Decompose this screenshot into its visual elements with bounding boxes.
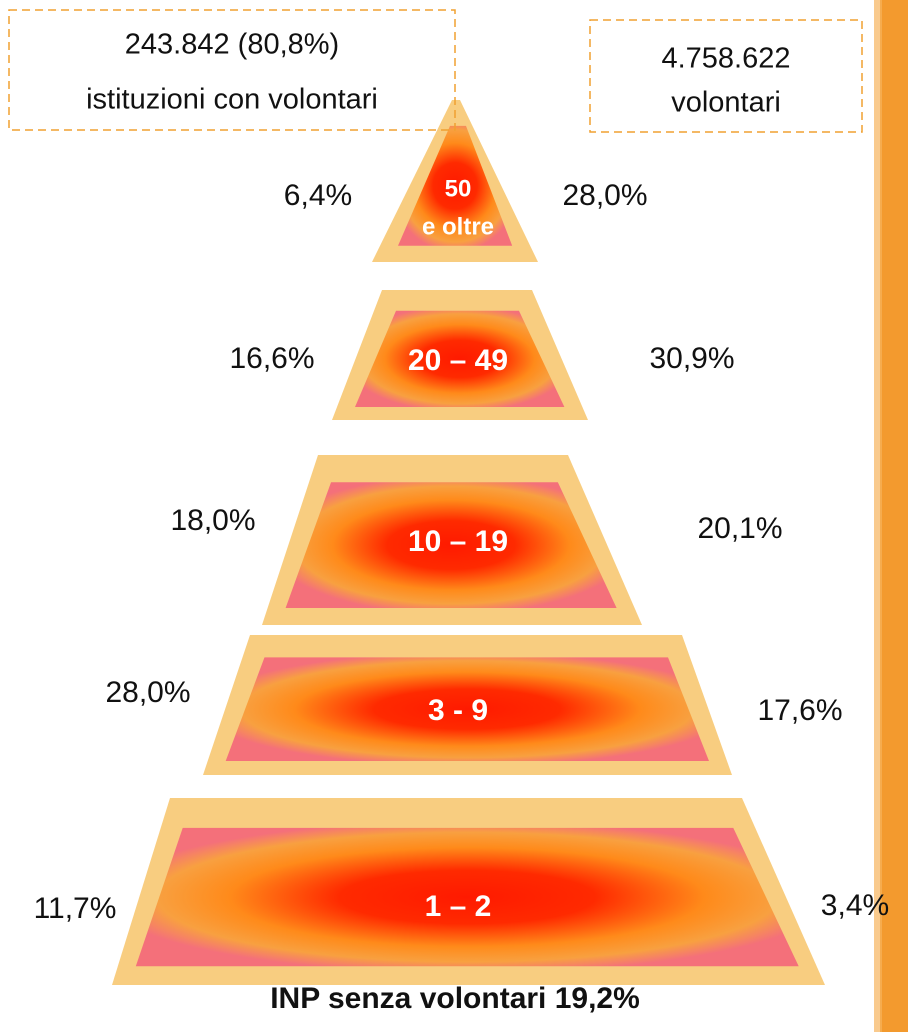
pyramid: 50 e oltre 6,4% 28,0% 20 – 49 16,6% 30,9% 10 – … xyxy=(34,100,890,985)
level-label: 1 – 2 xyxy=(425,890,492,923)
level-label: 50 xyxy=(445,175,472,202)
right-percent: 3,4% xyxy=(821,889,889,922)
left-percent: 28,0% xyxy=(105,676,190,709)
box-text: istituzioni con volontari xyxy=(86,84,378,116)
right-percent: 17,6% xyxy=(757,694,842,727)
box-text: volontari xyxy=(671,87,781,119)
left-percent: 11,7% xyxy=(34,892,117,925)
level-label: 20 – 49 xyxy=(408,344,508,377)
level-label: e oltre xyxy=(422,213,494,240)
box-text: 243.842 (80,8%) xyxy=(125,29,339,61)
level-label: 10 – 19 xyxy=(408,525,508,558)
side-stripe xyxy=(880,0,908,1032)
box-text: 4.758.622 xyxy=(661,43,790,75)
infographic: 50 e oltre 6,4% 28,0% 20 – 49 16,6% 30,9% 10 – … xyxy=(0,0,908,1032)
side-stripe-edge xyxy=(874,0,882,1032)
left-percent: 18,0% xyxy=(170,504,255,537)
level-label: 3 - 9 xyxy=(428,694,488,727)
left-percent: 6,4% xyxy=(284,179,352,212)
right-percent: 28,0% xyxy=(562,179,647,212)
right-percent: 30,9% xyxy=(649,342,734,375)
right-percent: 20,1% xyxy=(697,512,782,545)
footer: INP senza volontari 19,2% xyxy=(270,982,640,1015)
left-percent: 16,6% xyxy=(229,342,314,375)
